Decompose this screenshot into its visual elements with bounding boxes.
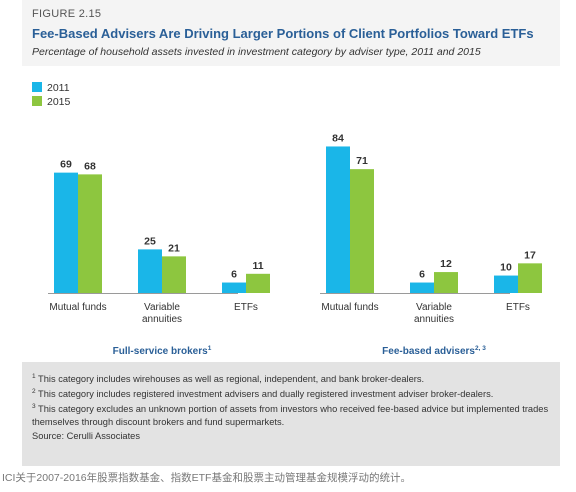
bar-2015: [246, 273, 270, 293]
figure-subtitle: Percentage of household assets invested …: [32, 46, 481, 58]
category-label: Variable: [416, 302, 452, 313]
category-label: Mutual funds: [321, 302, 378, 313]
bar-2011: [326, 146, 350, 293]
category-label: ETFs: [506, 302, 530, 313]
data-label: 69: [60, 159, 72, 171]
footnote-ref: 1: [208, 345, 212, 352]
group-name: Full-service brokers: [113, 346, 208, 357]
data-label: 10: [500, 262, 512, 274]
category-label: Mutual funds: [49, 302, 106, 313]
bar-2011: [54, 172, 78, 293]
bar-2015: [350, 169, 374, 293]
footnote-text: This category excludes an unknown portio…: [32, 404, 549, 428]
bar-2011: [222, 282, 246, 293]
bar-2011: [138, 249, 162, 293]
image-caption: ICI关于2007-2016年股票指数基金、指数ETF基金和股票主动管理基金规模…: [2, 472, 411, 484]
data-label: 25: [144, 235, 156, 247]
footnote-text: This category includes registered invest…: [38, 389, 494, 400]
legend-label-2011: 2011: [47, 82, 70, 94]
group-name: Fee-based advisers: [382, 346, 475, 357]
legend-label-2015: 2015: [47, 96, 71, 108]
footnote-ref: 2, 3: [475, 345, 486, 352]
bar-2011: [410, 282, 434, 293]
footnotes-panel: 1 This category includes wirehouses as w…: [22, 362, 560, 466]
footnote-text: This category includes wirehouses as wel…: [38, 374, 425, 385]
figure-card: FIGURE 2.15 Fee-Based Advisers Are Drivi…: [22, 0, 560, 466]
category-label: Variable: [144, 302, 180, 313]
data-label: 12: [440, 258, 452, 270]
data-label: 6: [419, 269, 425, 281]
footnote-mark: 1: [32, 373, 36, 380]
legend-swatch-2015: [32, 96, 42, 106]
footnote-2: 2 This category includes registered inve…: [32, 385, 552, 401]
category-label: ETFs: [234, 302, 258, 313]
footnote-3: 3 This category excludes an unknown port…: [32, 400, 552, 429]
bar-2011: [494, 275, 518, 293]
data-label: 84: [332, 132, 344, 144]
source-note: Source: Cerulli Associates: [32, 431, 140, 441]
chart-area: 2011 2015 69 68 Mutual funds 25 21 Variable annu…: [22, 66, 560, 362]
figure-title: Fee-Based Advisers Are Driving Larger Po…: [32, 26, 534, 41]
data-label: 6: [231, 269, 237, 281]
group-label: Full-service brokers1: [113, 345, 212, 357]
data-label: 11: [252, 260, 263, 272]
data-label: 71: [356, 155, 368, 167]
group-label: Fee-based advisers2, 3: [382, 345, 486, 357]
footnote-mark: 2: [32, 388, 36, 395]
bar-2015: [162, 256, 186, 293]
bar-2015: [78, 174, 102, 293]
bar-2015: [518, 263, 542, 293]
legend-swatch-2011: [32, 82, 42, 92]
footnote-1: 1 This category includes wirehouses as w…: [32, 370, 552, 386]
figure-label: FIGURE 2.15: [32, 8, 102, 20]
data-label: 17: [524, 249, 536, 261]
data-label: 68: [84, 160, 96, 172]
footnote-mark: 3: [32, 403, 36, 410]
data-label: 21: [168, 242, 180, 254]
bar-2015: [434, 272, 458, 293]
category-label: annuities: [414, 314, 454, 325]
category-label: annuities: [142, 314, 182, 325]
